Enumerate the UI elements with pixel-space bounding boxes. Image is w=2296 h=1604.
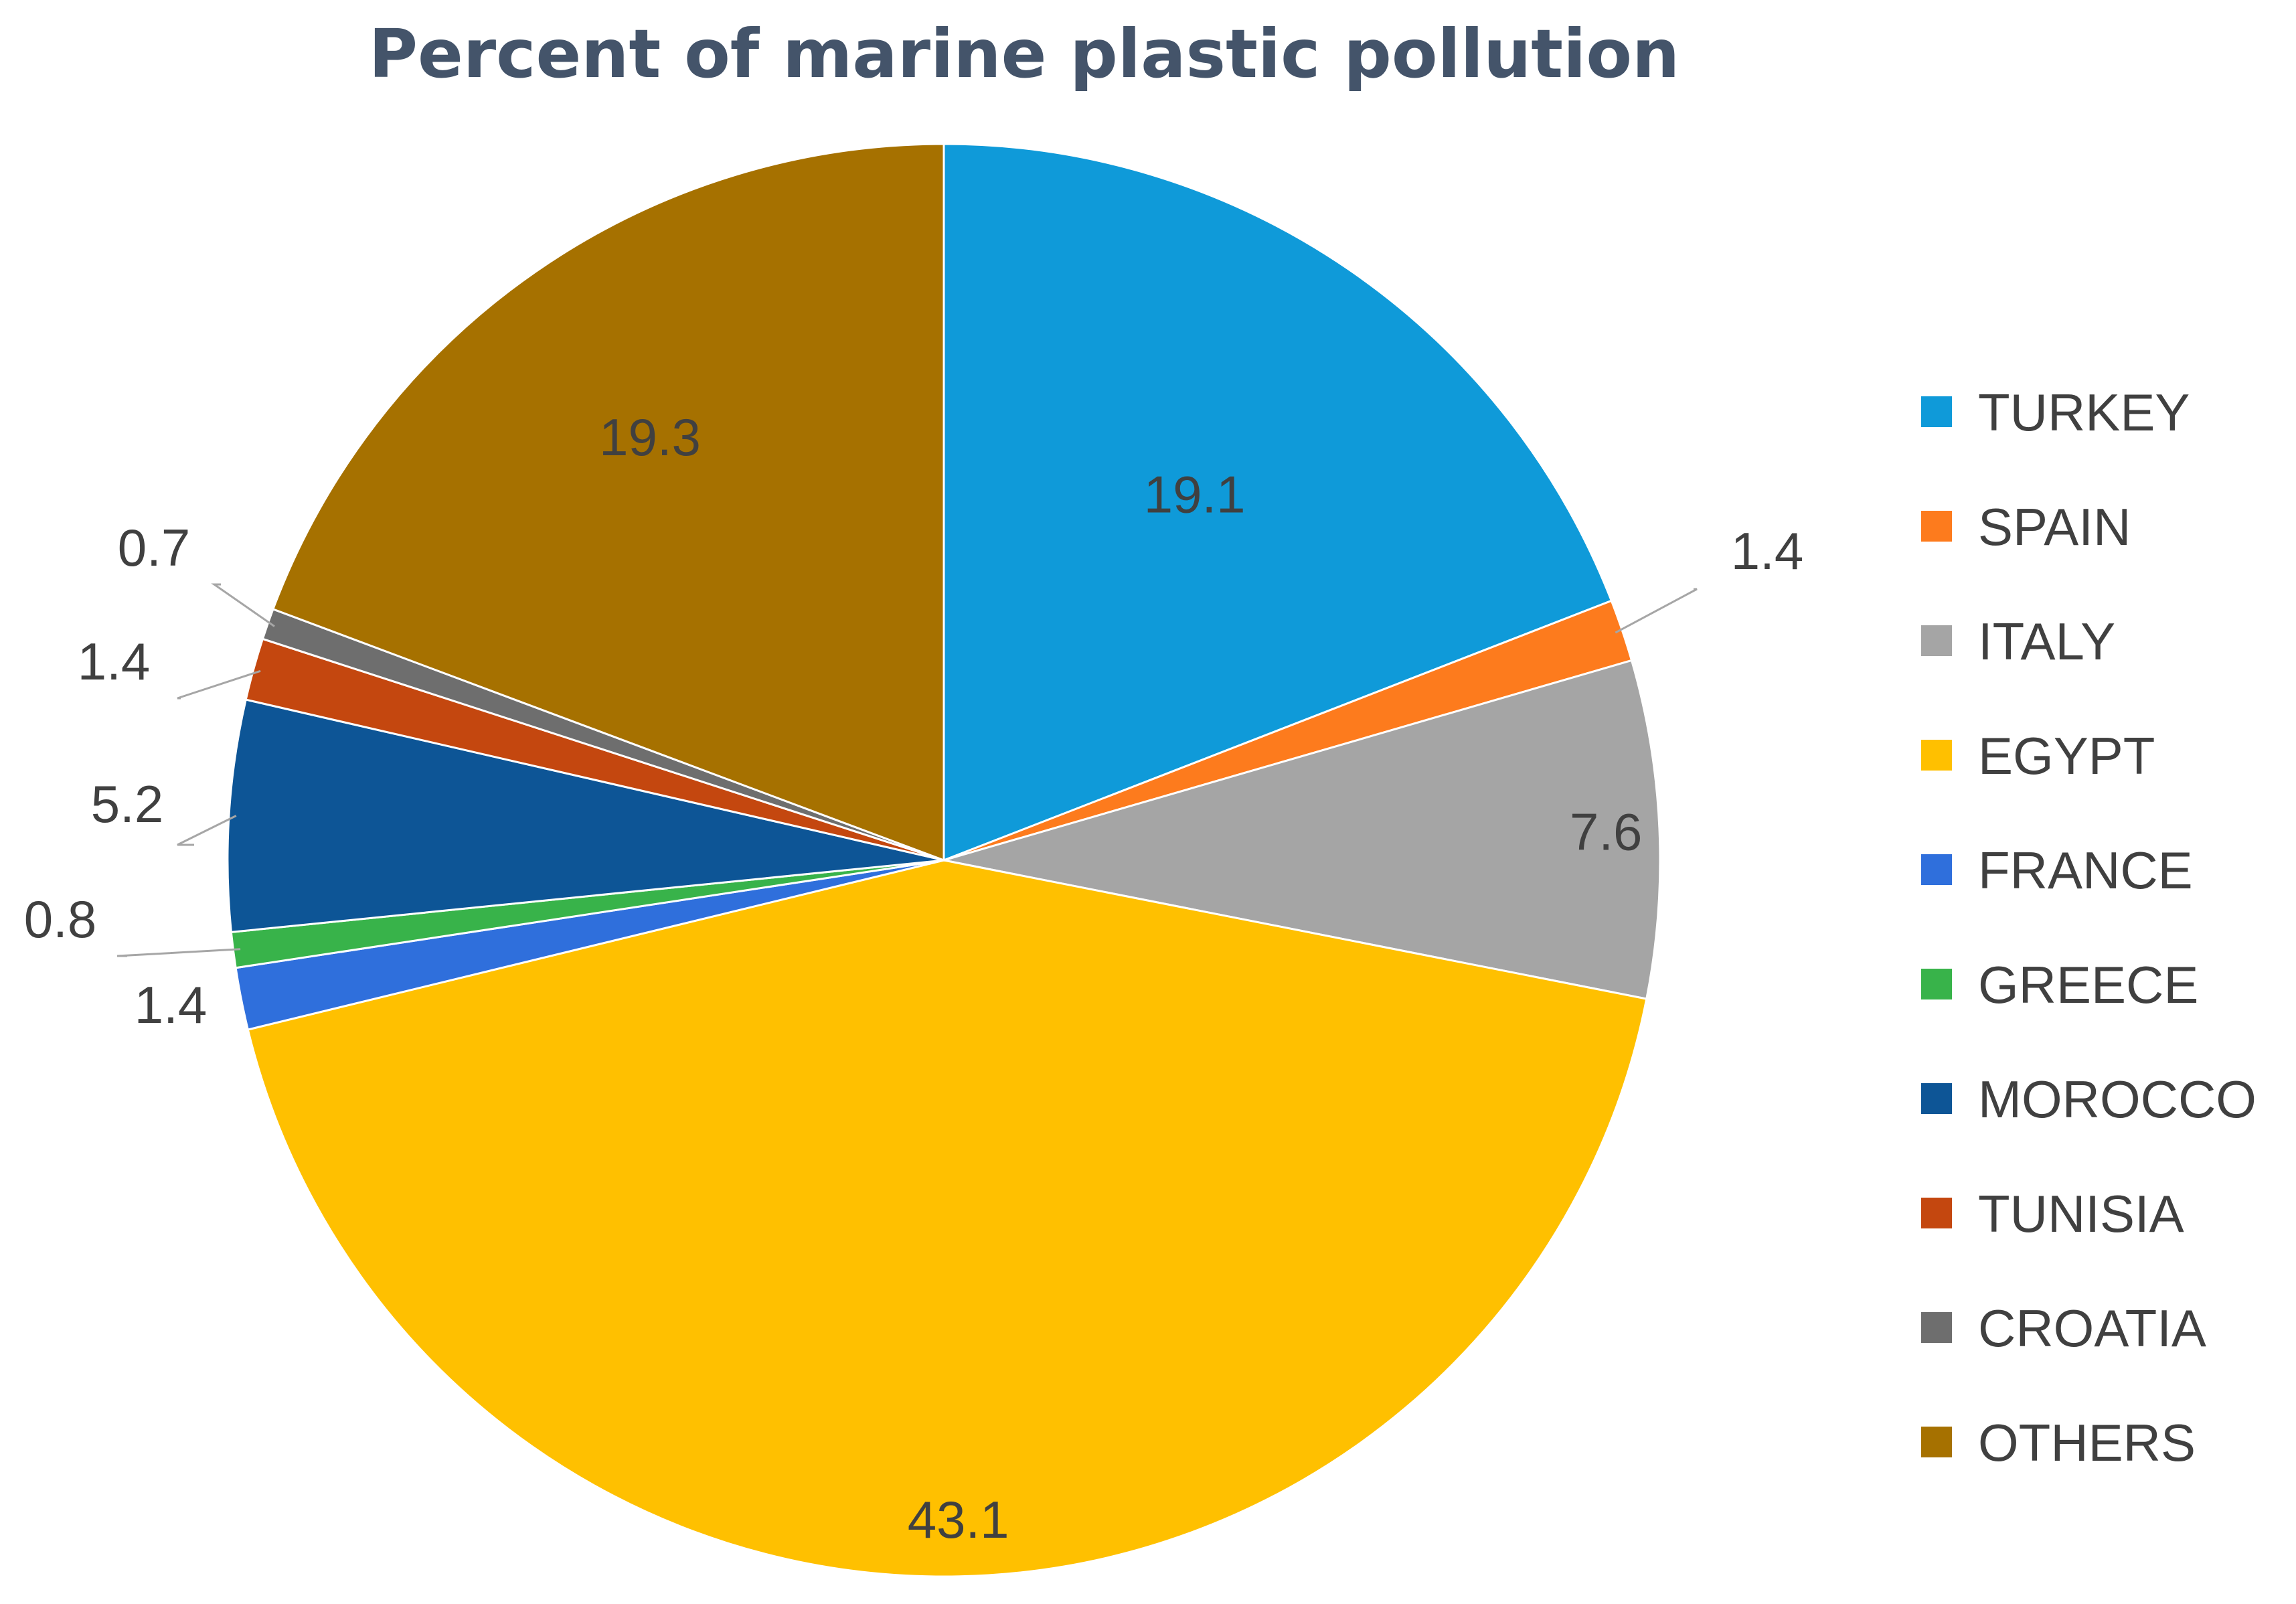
legend-item-spain: SPAIN — [1921, 497, 2131, 556]
data-label-others: 19.3 — [599, 408, 701, 467]
pie-slice-egypt — [246, 859, 1648, 1578]
leader-lines — [116, 583, 1698, 957]
legend-swatch-france — [1921, 854, 1952, 885]
legend-swatch-tunisia — [1921, 1198, 1952, 1228]
pie-slice-morocco — [226, 698, 945, 934]
chart-title: Percent of marine plastic pollution — [369, 15, 1680, 93]
legend-item-croatia: CROATIA — [1921, 1299, 2206, 1358]
legend-label-egypt: EGYPT — [1978, 726, 2155, 785]
leader-line-croatia — [211, 583, 275, 627]
leader-line-spain — [1615, 588, 1698, 634]
data-label-france: 1.4 — [135, 975, 207, 1034]
data-labels: 19.1 1.4 7.6 43.1 1.4 0.8 5.2 1.4 0.7 19.3 — [24, 408, 1803, 1549]
pie-slice-turkey — [942, 143, 1613, 862]
legend-item-others: OTHERS — [1921, 1413, 2196, 1472]
leader-line-morocco — [177, 815, 237, 846]
leader-line-tunisia — [177, 669, 261, 700]
legend-swatch-turkey — [1921, 396, 1952, 427]
data-label-morocco: 5.2 — [91, 775, 163, 833]
legend-label-tunisia: TUNISIA — [1978, 1184, 2184, 1243]
legend-label-greece: GREECE — [1978, 955, 2198, 1014]
legend-swatch-others — [1921, 1427, 1952, 1457]
legend-item-italy: ITALY — [1921, 612, 2115, 671]
data-label-turkey: 19.1 — [1144, 465, 1246, 524]
legend-swatch-morocco — [1921, 1083, 1952, 1114]
legend-item-turkey: TURKEY — [1921, 383, 2190, 442]
data-label-egypt: 43.1 — [908, 1490, 1009, 1549]
legend-item-france: FRANCE — [1921, 841, 2193, 900]
legend-item-tunisia: TUNISIA — [1921, 1184, 2184, 1243]
legend-label-spain: SPAIN — [1978, 497, 2131, 556]
legend-label-croatia: CROATIA — [1978, 1299, 2206, 1358]
legend-swatch-italy — [1921, 625, 1952, 656]
leader-line-greece — [116, 948, 241, 957]
data-label-italy: 7.6 — [1570, 803, 1642, 862]
legend-label-others: OTHERS — [1978, 1413, 2196, 1472]
data-label-tunisia: 1.4 — [78, 632, 150, 691]
legend: TURKEY SPAIN ITALY EGYPT FRANCE GREECE MOROCCO… — [1921, 383, 2257, 1472]
legend-swatch-greece — [1921, 969, 1952, 999]
data-label-spain: 1.4 — [1731, 522, 1803, 580]
data-label-greece: 0.8 — [24, 890, 96, 949]
data-label-croatia: 0.7 — [118, 518, 190, 577]
pie-slices — [226, 143, 1661, 1578]
legend-swatch-egypt — [1921, 740, 1952, 771]
legend-label-france: FRANCE — [1978, 841, 2193, 900]
legend-item-egypt: EGYPT — [1921, 726, 2155, 785]
legend-label-turkey: TURKEY — [1978, 383, 2190, 442]
legend-item-morocco: MOROCCO — [1921, 1070, 2257, 1129]
legend-label-italy: ITALY — [1978, 612, 2115, 671]
legend-swatch-croatia — [1921, 1312, 1952, 1343]
pie-slice-italy — [943, 659, 1661, 1000]
legend-swatch-spain — [1921, 511, 1952, 542]
legend-item-greece: GREECE — [1921, 955, 2198, 1014]
legend-label-morocco: MOROCCO — [1978, 1070, 2257, 1129]
pie-slice-others — [271, 143, 945, 862]
